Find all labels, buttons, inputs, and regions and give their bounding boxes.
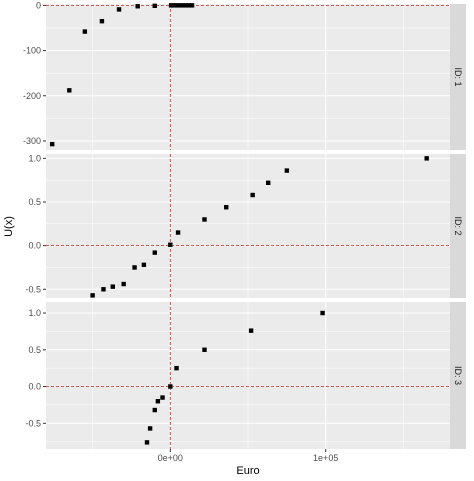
data-point: [180, 3, 185, 8]
y-tick-label: 0.5: [28, 345, 41, 355]
data-point: [90, 293, 95, 298]
y-tick-label: -100: [23, 46, 41, 56]
data-point: [248, 328, 254, 333]
panels-layer: 0 -100 -200 -300 ID: 1 1.0 0.5 0.0 -0.5 ID: 2 1.0 0…: [23, 0, 466, 463]
data-point: [174, 365, 179, 371]
data-point: [152, 407, 157, 413]
data-point: [116, 7, 122, 12]
data-point: [160, 395, 165, 400]
data-point: [152, 3, 157, 9]
y-tick-label: 0.0: [28, 382, 41, 392]
data-point: [175, 230, 181, 235]
y-tick-label: -0.5: [25, 284, 41, 294]
data-point: [99, 18, 105, 24]
data-point: [183, 3, 189, 8]
y-tick-label: 1.0: [28, 308, 41, 318]
y-tick-label: 0.0: [28, 241, 41, 251]
data-point: [177, 3, 182, 8]
data-point: [67, 88, 72, 93]
data-point: [168, 242, 173, 247]
y-tick-label: -0.5: [25, 418, 41, 428]
data-point: [320, 310, 325, 316]
y-tick-label: -300: [23, 136, 41, 146]
data-point: [266, 180, 271, 185]
data-point: [110, 284, 116, 289]
data-point: [155, 399, 161, 404]
data-point: [101, 287, 106, 292]
data-point: [121, 281, 126, 287]
data-point: [144, 440, 150, 445]
data-point: [168, 384, 173, 389]
data-point: [284, 168, 290, 173]
data-point: [424, 156, 429, 161]
data-point: [189, 3, 195, 8]
data-point: [50, 141, 55, 147]
data-point: [82, 29, 88, 34]
panel-1: 0 -100 -200 -300 ID: 1: [23, 0, 466, 150]
data-point: [202, 217, 207, 222]
data-point: [224, 205, 229, 210]
x-tick-label: 0e+00: [158, 453, 183, 463]
y-axis-title: U(x): [3, 216, 15, 237]
y-tick-label: 0: [36, 0, 41, 10]
data-point: [141, 262, 147, 268]
facet-strip: [450, 302, 466, 449]
y-tick-label: 1.0: [28, 153, 41, 163]
facet-strip: [450, 4, 466, 150]
data-point: [152, 250, 157, 255]
facet-strip: [450, 154, 466, 298]
data-point: [168, 3, 174, 8]
data-point: [174, 3, 179, 8]
y-tick-label: 0.5: [28, 197, 41, 207]
facet-strip-label: ID: 3: [453, 366, 463, 385]
x-tick-label: 1e+05: [313, 453, 338, 463]
panel-3: 1.0 0.5 0.0 -0.5 ID: 3: [25, 302, 466, 449]
data-point: [250, 192, 255, 198]
data-point: [171, 3, 176, 8]
facet-strip-label: ID: 1: [453, 67, 463, 86]
data-point: [147, 426, 153, 431]
y-tick-label: -200: [23, 91, 41, 101]
data-point: [132, 265, 137, 270]
data-point: [186, 3, 192, 8]
facet-strip-label: ID: 2: [453, 216, 463, 235]
x-axis-title: Euro: [236, 465, 259, 477]
panel-2: 1.0 0.5 0.0 -0.5 ID: 2: [25, 153, 466, 298]
data-point: [135, 4, 140, 9]
data-point: [202, 347, 207, 352]
